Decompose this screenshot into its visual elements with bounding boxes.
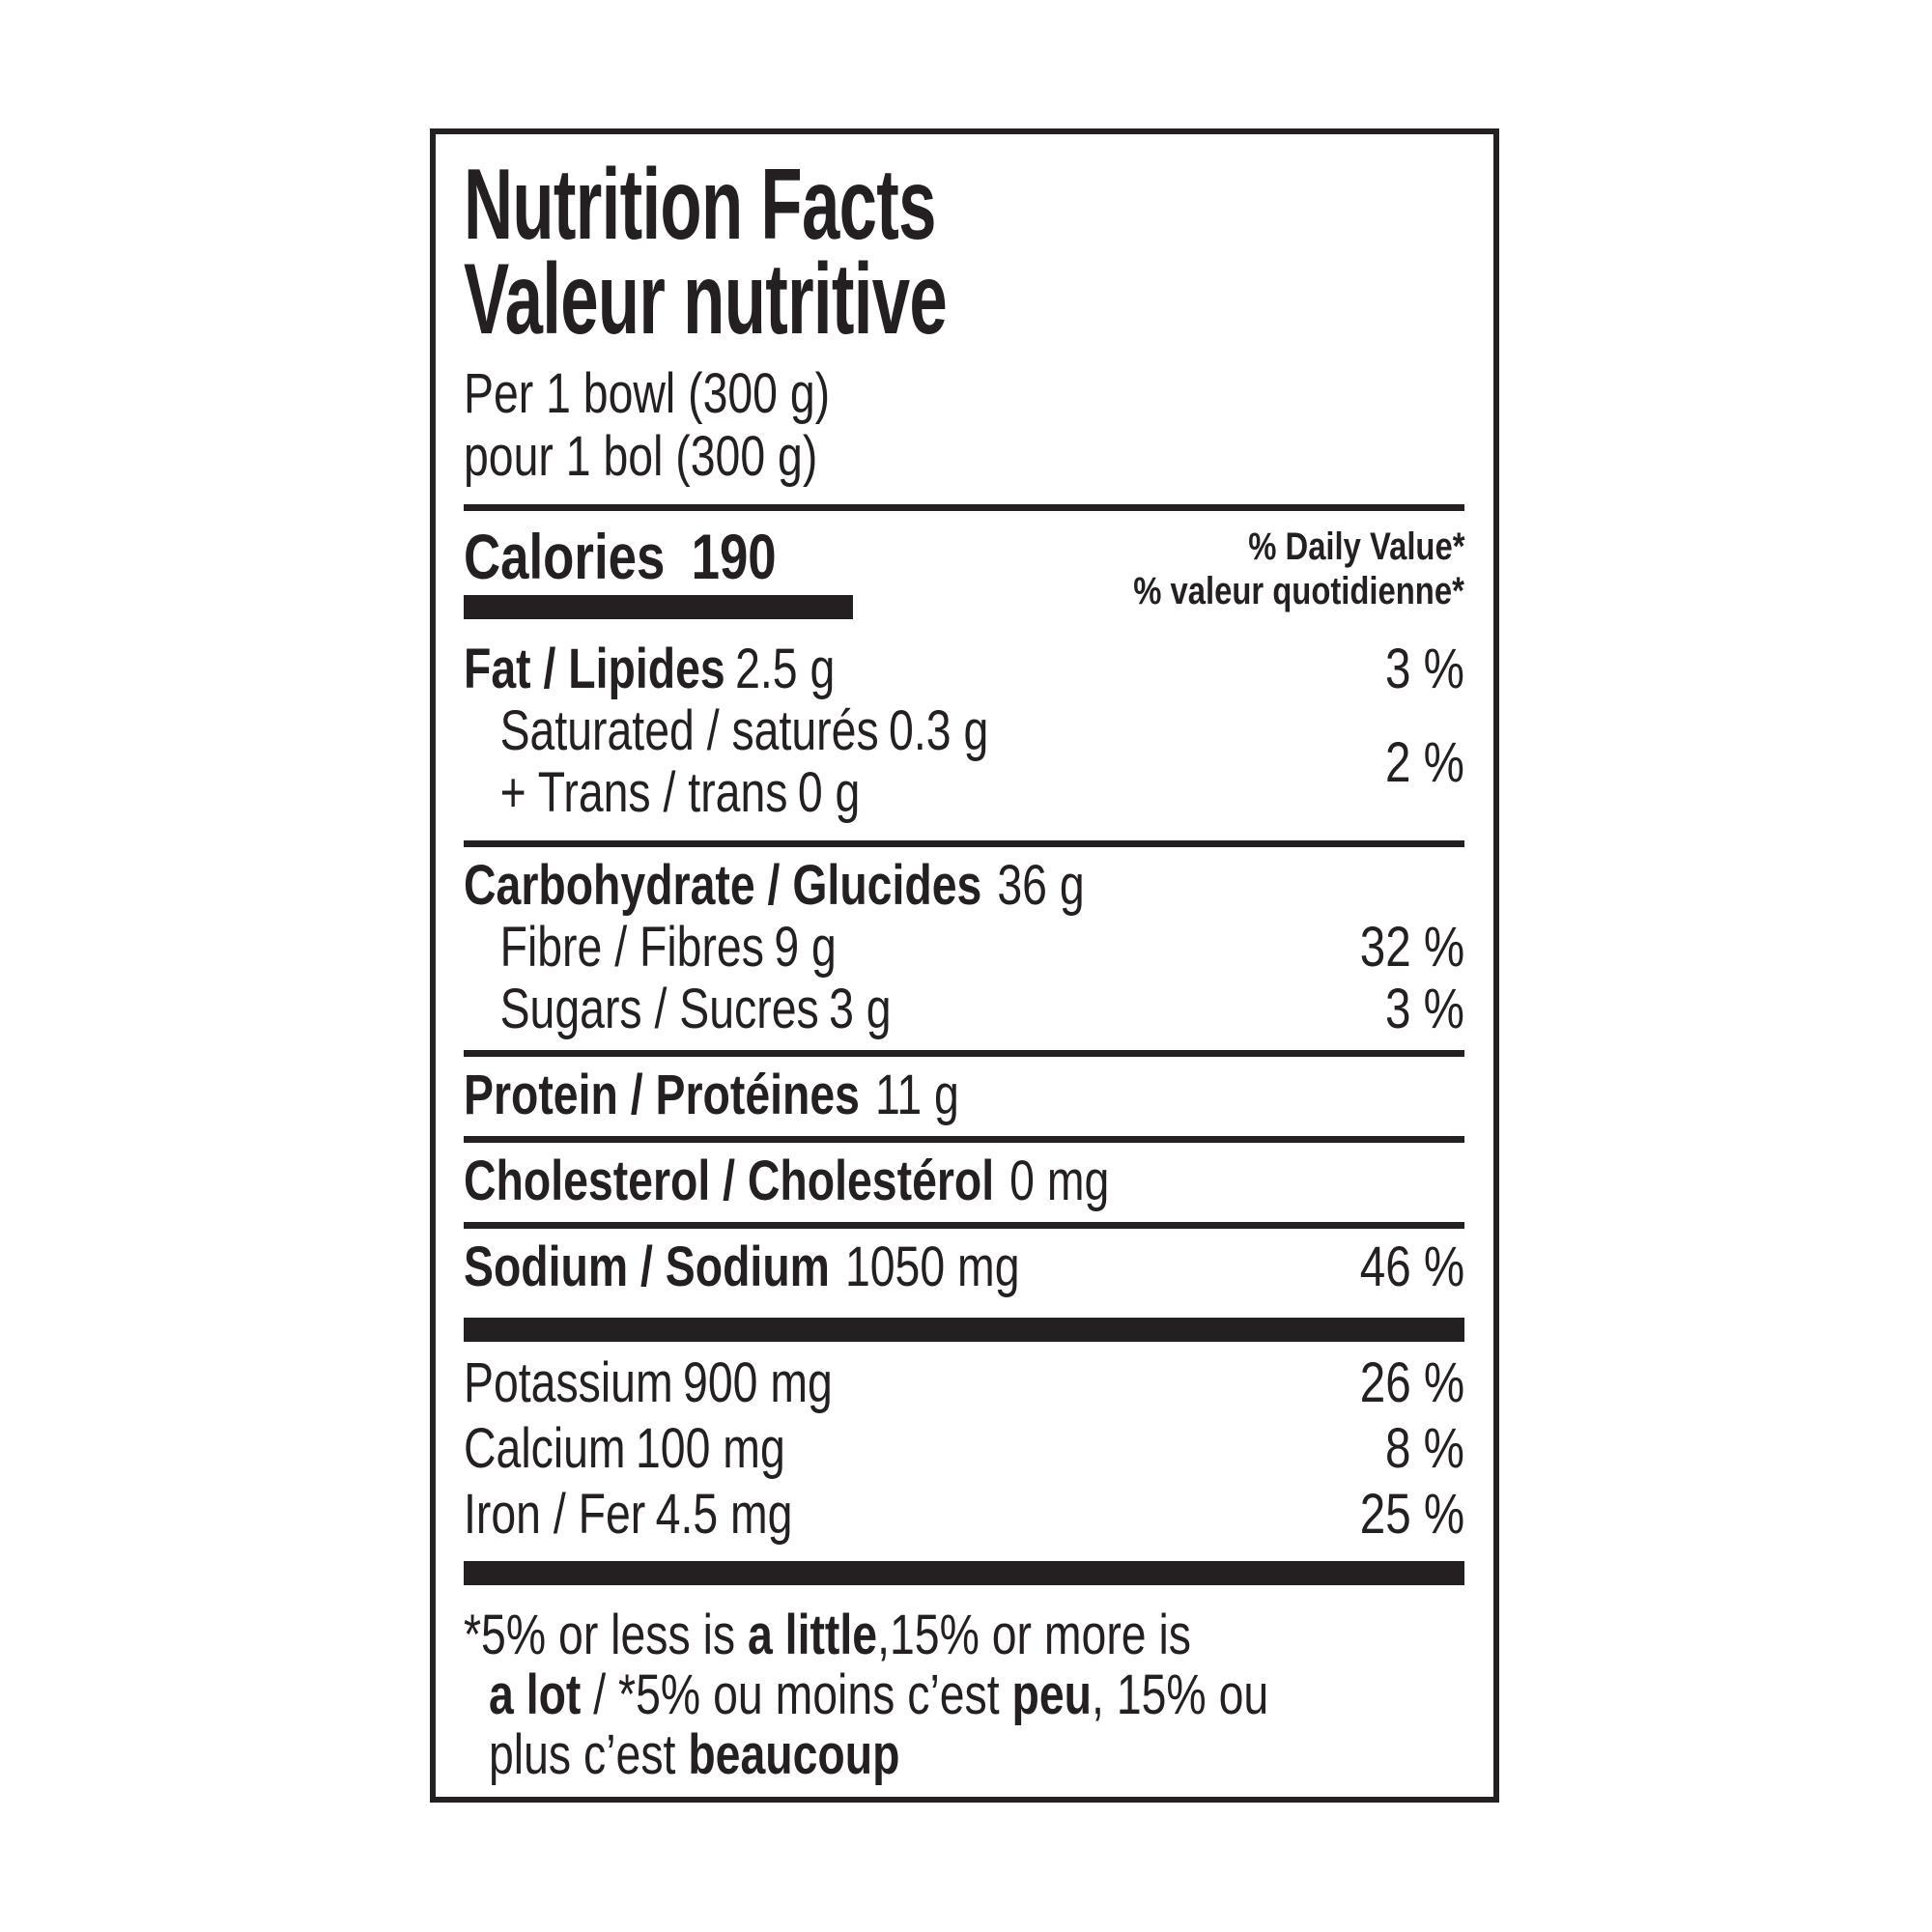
footnote-line-2: a lot / *5% ou moins c’est peu, 15% ou [489, 1663, 1269, 1726]
potassium-value: 900 mg [683, 1351, 833, 1414]
sodium-dv: 46 % [1359, 1236, 1464, 1298]
footnote-line-3: plus c’est beaucoup [489, 1723, 900, 1786]
divider-above-cholesterol [464, 1136, 1464, 1143]
calcium-row: Calcium 100 mg 8 % [464, 1416, 1464, 1482]
sugars-dv: 3 % [1385, 978, 1464, 1040]
fat-row: Fat / Lipides 2.5 g 3 % [464, 639, 1464, 700]
iron-dv: 25 % [1359, 1483, 1464, 1546]
protein-value: 11 g [874, 1064, 959, 1126]
trans-label: + Trans / trans [499, 761, 788, 824]
calcium-label: Calcium [464, 1417, 626, 1480]
saturated-trans-dv: 2 % [1385, 730, 1464, 794]
calories-underline-bar [464, 595, 853, 619]
saturated-trans-group: Saturated / saturés 0.3 g + Trans / trans… [464, 700, 1464, 824]
saturated-value: 0.3 g [889, 699, 989, 762]
daily-value-header-en: % Daily Value* [1247, 526, 1464, 568]
fibre-dv: 32 % [1359, 916, 1464, 979]
protein-row: Protein / Protéines 11 g [464, 1065, 1464, 1126]
nutrition-facts-panel: Nutrition Facts Valeur nutritive Per 1 b… [430, 128, 1499, 1803]
cholesterol-label: Cholesterol / Cholestérol [464, 1150, 995, 1212]
iron-label: Iron / Fer [464, 1483, 646, 1546]
cholesterol-row: Cholesterol / Cholestérol 0 mg [464, 1151, 1464, 1212]
carbohydrate-row: Carbohydrate / Glucides 36 g [464, 855, 1464, 917]
fibre-label: Fibre / Fibres [499, 916, 764, 979]
potassium-label: Potassium [464, 1351, 673, 1414]
calories-value: 190 [691, 521, 777, 592]
saturated-label: Saturated / saturés [499, 699, 879, 762]
calories-text: Calories 190 [464, 523, 855, 590]
calories-row: Calories 190 % Daily Value* % valeur quot… [464, 523, 1464, 619]
divider-above-carbohydrate [464, 840, 1464, 847]
sodium-value: 1050 mg [844, 1236, 1020, 1298]
title-english: Nutrition Facts [464, 149, 936, 261]
fat-label: Fat / Lipides [464, 638, 725, 700]
trans-value: 0 g [797, 761, 861, 824]
daily-value-header-fr: % valeur quotidienne* [1133, 570, 1464, 612]
serving-size-fr: pour 1 bol (300 g) [464, 425, 818, 488]
calories-block: Calories 190 [464, 523, 855, 619]
sugars-label: Sugars / Sucres [499, 978, 819, 1040]
fat-dv: 3 % [1385, 638, 1464, 700]
sodium-row: Sodium / Sodium 1050 mg 46 % [464, 1236, 1464, 1298]
serving-size-en: Per 1 bowl (300 g) [464, 362, 831, 425]
footnote-line-1: *5% or less is a little,15% or more is [464, 1604, 1191, 1666]
protein-label: Protein / Protéines [464, 1064, 860, 1126]
title-french: Valeur nutritive [464, 243, 948, 355]
calcium-dv: 8 % [1385, 1417, 1464, 1480]
fat-value: 2.5 g [735, 638, 836, 700]
cholesterol-value: 0 mg [1009, 1150, 1110, 1212]
footnote: *5% or less is a little,15% or more is a… [464, 1605, 1464, 1785]
carbohydrate-value: 36 g [997, 854, 1085, 917]
saturated-row: Saturated / saturés 0.3 g [464, 700, 1120, 762]
divider-above-calories [464, 504, 1464, 511]
calcium-value: 100 mg [636, 1417, 785, 1480]
carbohydrate-label: Carbohydrate / Glucides [464, 854, 982, 917]
sugars-row: Sugars / Sucres 3 g 3 % [464, 979, 1464, 1040]
fibre-row: Fibre / Fibres 9 g 32 % [464, 917, 1464, 979]
calories-label: Calories [464, 521, 666, 592]
potassium-row: Potassium 900 mg 26 % [464, 1350, 1464, 1416]
fibre-value: 9 g [774, 916, 837, 979]
daily-value-header: % Daily Value* % valeur quotidienne* [1061, 523, 1464, 619]
iron-row: Iron / Fer 4.5 mg 25 % [464, 1482, 1464, 1548]
divider-above-protein [464, 1050, 1464, 1057]
minerals-block: Potassium 900 mg 26 % Calcium 100 mg 8 % I… [464, 1350, 1464, 1548]
divider-above-sodium [464, 1222, 1464, 1229]
thick-bar-above-footnote [464, 1561, 1464, 1585]
iron-value: 4.5 mg [655, 1483, 793, 1546]
thick-bar-above-minerals [464, 1318, 1464, 1342]
trans-row: + Trans / trans 0 g [464, 762, 1120, 824]
potassium-dv: 26 % [1359, 1351, 1464, 1414]
sugars-value: 3 g [829, 978, 892, 1040]
sodium-label: Sodium / Sodium [464, 1236, 830, 1298]
